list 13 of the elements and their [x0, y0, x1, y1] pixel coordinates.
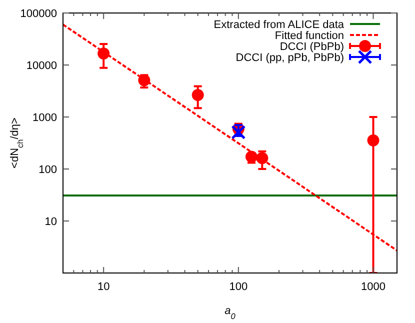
legend-label: Extracted from ALICE data: [214, 19, 345, 31]
legend-label: DCCI (pp, pPb, PbPb): [236, 52, 344, 64]
y-tick-label: 10000: [26, 60, 57, 72]
legend-label: DCCI (PbPb): [280, 41, 344, 53]
y-tick-label: 1000: [32, 112, 57, 124]
y-tick-label: 10: [44, 216, 57, 228]
y-tick-label: 100000: [20, 8, 57, 20]
x-tick-label: 100: [229, 281, 248, 293]
x-tick-label: 1000: [361, 281, 386, 293]
x-axis-title: a$_{0}$: [224, 305, 236, 320]
legend-label: Fitted function: [274, 30, 344, 42]
y-tick-label: 100: [38, 164, 57, 176]
x-tick-label: 10: [97, 281, 110, 293]
